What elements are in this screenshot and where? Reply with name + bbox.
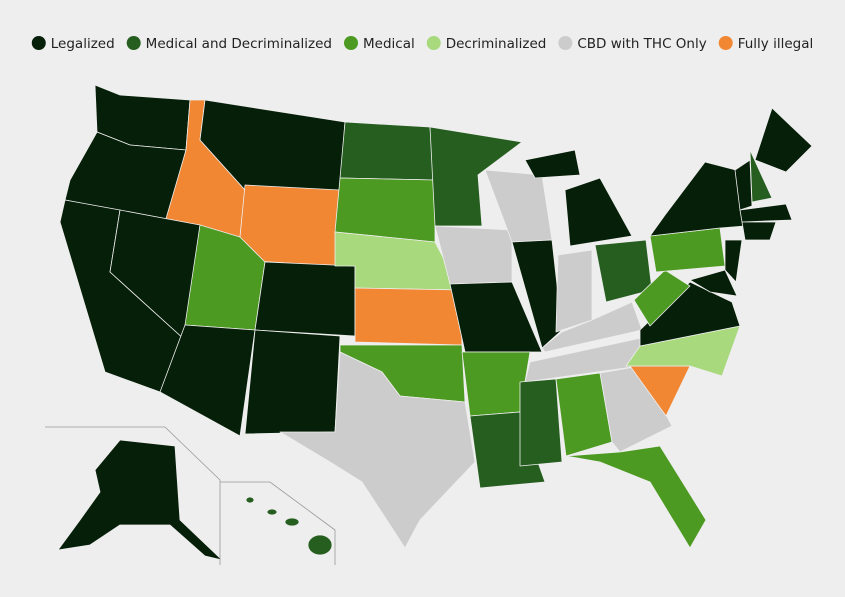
state (57, 439, 223, 561)
state (754, 107, 813, 173)
state (279, 351, 476, 549)
state (254, 261, 356, 337)
state (429, 126, 523, 227)
state (244, 329, 341, 435)
legend: Legalized Medical and Decriminalized Medic… (31, 36, 814, 52)
state (266, 508, 278, 516)
state (741, 221, 777, 241)
state (334, 177, 436, 243)
legend-swatch (126, 36, 141, 50)
legend-label: Medical and Decriminalized (146, 36, 332, 52)
state (633, 269, 691, 327)
states (57, 84, 813, 561)
state (555, 249, 593, 333)
state (564, 177, 633, 247)
state (541, 301, 643, 353)
legend-items: Legalized Medical and Decriminalized Medic… (31, 36, 814, 52)
inset-border (45, 426, 221, 565)
legend-label: CBD with THC Only (577, 36, 706, 52)
state (284, 517, 300, 527)
legend-label: Fully illegal (738, 36, 814, 52)
state (524, 149, 581, 179)
legend-swatch (426, 36, 441, 50)
legend-swatch (344, 36, 358, 50)
insets (45, 426, 336, 565)
state (307, 534, 333, 556)
state (565, 445, 707, 549)
state (739, 203, 793, 223)
legend-label: Medical (363, 36, 415, 52)
state (339, 121, 436, 181)
state (354, 287, 463, 346)
state (245, 496, 255, 504)
legend-swatch (558, 36, 573, 50)
state (449, 281, 543, 353)
legend-swatch (718, 36, 733, 50)
legend-label: Decriminalized (446, 36, 547, 52)
state (734, 159, 753, 211)
state (689, 269, 738, 297)
state (159, 324, 256, 437)
inset-border (220, 481, 336, 565)
legend-label: Legalized (51, 36, 115, 52)
state (724, 239, 743, 283)
state (519, 378, 563, 467)
legend-swatch (31, 36, 46, 50)
